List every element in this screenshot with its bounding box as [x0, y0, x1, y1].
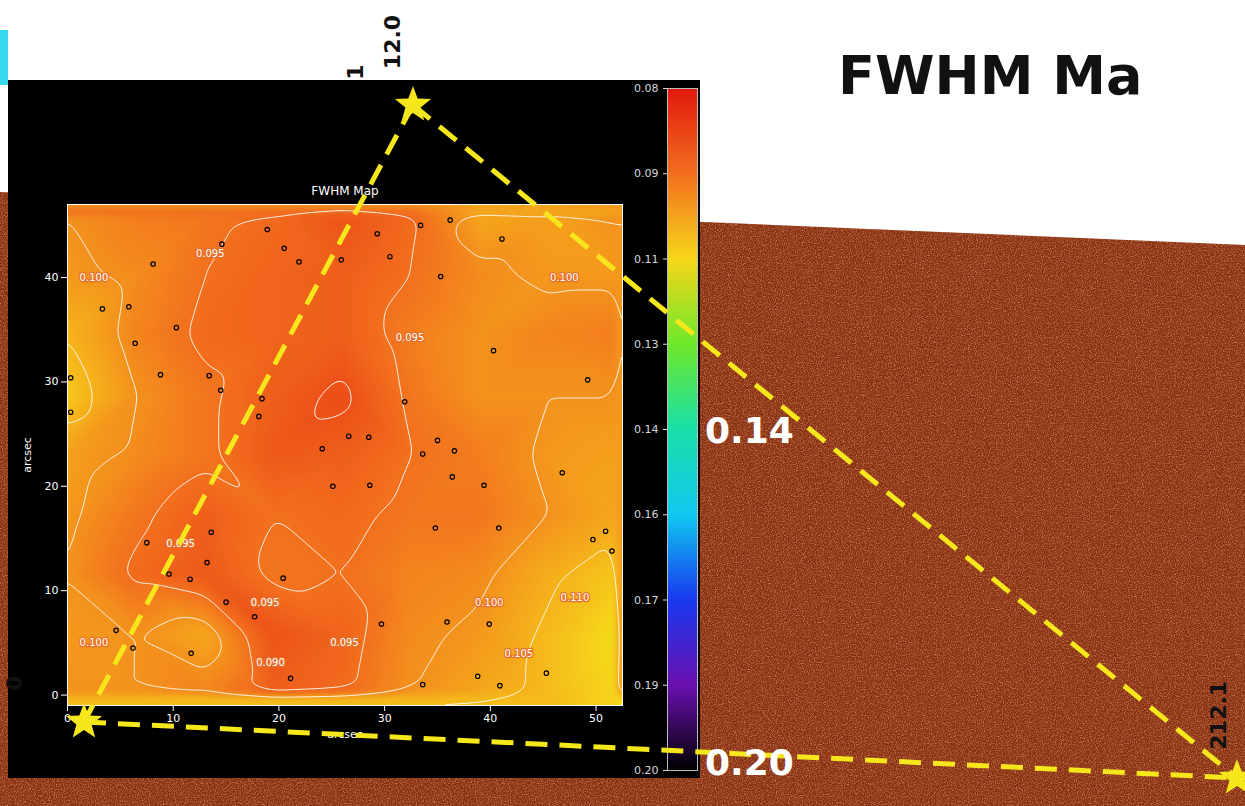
svg-text:0.095: 0.095	[330, 637, 359, 648]
svg-text:0.095: 0.095	[396, 332, 425, 343]
svg-text:2: 2	[1206, 734, 1231, 749]
svg-text:0.09: 0.09	[634, 167, 659, 180]
svg-text:1: 1	[343, 64, 368, 79]
svg-text:0.110: 0.110	[561, 592, 590, 603]
svg-text:30: 30	[45, 375, 59, 388]
svg-text:30: 30	[378, 712, 392, 725]
svg-text:0.100: 0.100	[475, 597, 504, 608]
svg-text:arcsec: arcsec	[21, 437, 34, 473]
svg-text:0: 0	[64, 712, 71, 725]
svg-text:0.08: 0.08	[634, 82, 659, 95]
svg-text:20: 20	[272, 712, 286, 725]
svg-text:20: 20	[45, 480, 59, 493]
svg-text:12.1: 12.1	[1206, 681, 1231, 735]
svg-text:0.095: 0.095	[251, 597, 280, 608]
svg-text:0.095: 0.095	[166, 538, 195, 549]
svg-text:0.20: 0.20	[634, 764, 659, 777]
svg-text:50: 50	[589, 712, 603, 725]
svg-text:0.14: 0.14	[705, 410, 794, 451]
svg-text:0: 0	[52, 689, 59, 702]
html-text:FWHM Ma: FWHM Ma	[838, 44, 1143, 107]
svg-text:10: 10	[166, 712, 180, 725]
svg-text:40: 40	[483, 712, 497, 725]
svg-text:0.16: 0.16	[634, 508, 659, 521]
svg-text:0.19: 0.19	[634, 679, 659, 692]
svg-text:0.105: 0.105	[505, 648, 534, 659]
svg-text:10: 10	[45, 584, 59, 597]
svg-text:12.0: 12.0	[380, 15, 405, 69]
svg-text:0: 0	[2, 675, 27, 690]
svg-text:0.090: 0.090	[256, 657, 285, 668]
svg-text:0.11: 0.11	[634, 253, 659, 266]
svg-text:40: 40	[45, 271, 59, 284]
svg-text:0.20: 0.20	[705, 742, 794, 783]
svg-text:0.17: 0.17	[634, 594, 659, 607]
svg-text:0.095: 0.095	[196, 248, 225, 259]
svg-text:0.100: 0.100	[550, 272, 579, 283]
svg-text:0.14: 0.14	[634, 423, 659, 436]
svg-text:0.100: 0.100	[80, 272, 109, 283]
svg-text:FWHM Map: FWHM Map	[311, 184, 378, 198]
svg-text:0.13: 0.13	[634, 338, 659, 351]
svg-text:arcsec: arcsec	[327, 728, 363, 741]
svg-text:0.100: 0.100	[80, 637, 109, 648]
